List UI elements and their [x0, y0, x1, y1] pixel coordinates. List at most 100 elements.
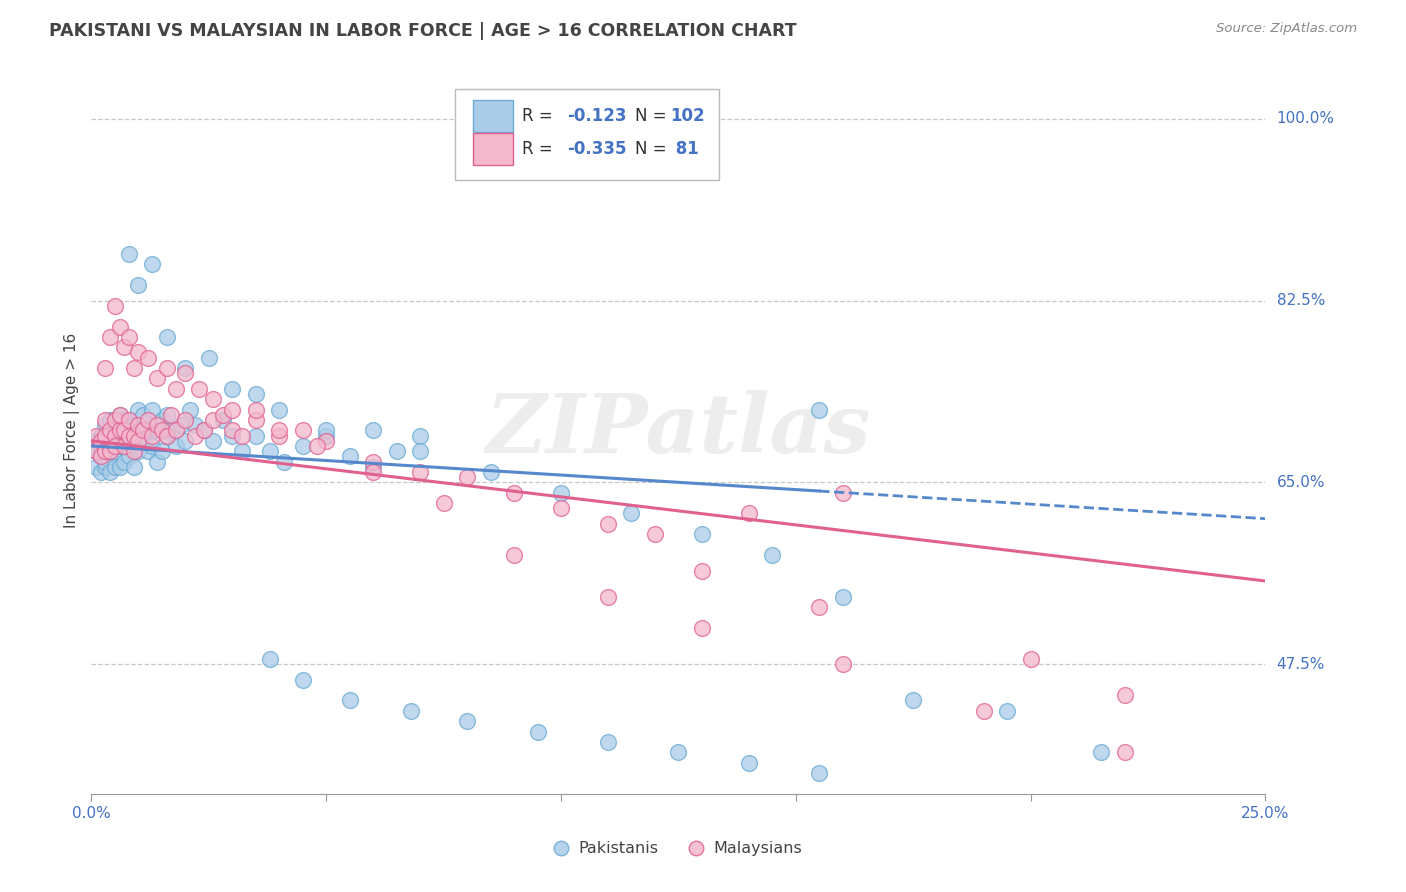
- Point: [666, 745, 689, 759]
- Point: [174, 366, 197, 380]
- Point: [221, 402, 243, 417]
- Point: [127, 402, 149, 417]
- Point: [94, 361, 117, 376]
- Text: 81: 81: [671, 140, 699, 158]
- Point: [409, 465, 432, 479]
- Point: [174, 361, 197, 376]
- Point: [150, 444, 173, 458]
- Point: [831, 657, 853, 671]
- Point: [231, 444, 253, 458]
- Point: [291, 673, 314, 687]
- Point: [90, 450, 112, 464]
- Point: [94, 418, 117, 433]
- Point: [108, 424, 131, 438]
- Point: [179, 402, 201, 417]
- Point: [245, 387, 267, 401]
- Point: [146, 418, 169, 433]
- Point: [122, 418, 145, 433]
- Point: [212, 413, 235, 427]
- Point: [831, 590, 853, 604]
- Point: [269, 402, 291, 417]
- Point: [193, 424, 215, 438]
- Point: [315, 428, 337, 442]
- Point: [94, 428, 117, 442]
- Point: [98, 424, 121, 438]
- Point: [122, 361, 145, 376]
- Point: [245, 428, 267, 442]
- Text: Pakistanis: Pakistanis: [579, 841, 658, 856]
- Point: [155, 428, 177, 442]
- Point: [221, 424, 243, 438]
- Point: [160, 408, 183, 422]
- Point: [432, 496, 454, 510]
- Point: [155, 428, 177, 442]
- Point: [165, 382, 187, 396]
- Point: [385, 444, 408, 458]
- Point: [127, 444, 149, 458]
- Point: [141, 439, 163, 453]
- Point: [596, 516, 619, 531]
- Point: [122, 439, 145, 453]
- Point: [94, 454, 117, 468]
- Point: [104, 428, 127, 442]
- Point: [127, 278, 149, 293]
- Point: [122, 459, 145, 474]
- Point: [197, 351, 219, 365]
- Point: [690, 564, 713, 578]
- Point: [183, 418, 205, 433]
- Point: [155, 408, 177, 422]
- Point: [98, 424, 121, 438]
- Point: [202, 413, 225, 427]
- Point: [644, 527, 666, 541]
- Point: [808, 402, 831, 417]
- Point: [361, 459, 384, 474]
- Point: [112, 454, 135, 468]
- Point: [112, 439, 135, 453]
- Point: [136, 351, 159, 365]
- Point: [104, 299, 127, 313]
- Point: [193, 424, 215, 438]
- Point: [221, 428, 243, 442]
- Point: [112, 340, 135, 354]
- Point: [339, 450, 361, 464]
- Point: [690, 621, 713, 635]
- Point: [108, 459, 131, 474]
- Point: [94, 444, 117, 458]
- Point: [104, 444, 127, 458]
- Point: [104, 459, 127, 474]
- Point: [526, 724, 548, 739]
- Point: [108, 408, 131, 422]
- Point: [141, 428, 163, 442]
- Point: [104, 434, 127, 448]
- Text: R =: R =: [522, 107, 553, 126]
- Point: [1114, 745, 1136, 759]
- Point: [112, 439, 135, 453]
- Point: [90, 465, 112, 479]
- Point: [146, 371, 169, 385]
- Point: [183, 428, 205, 442]
- Point: [174, 413, 197, 427]
- Point: [315, 434, 337, 448]
- Point: [98, 413, 121, 427]
- Point: [118, 428, 141, 442]
- Point: [245, 402, 267, 417]
- Point: [620, 507, 643, 521]
- Point: [108, 439, 131, 453]
- Point: [155, 330, 177, 344]
- FancyBboxPatch shape: [472, 100, 513, 132]
- Point: [118, 413, 141, 427]
- Point: [245, 413, 267, 427]
- Text: R =: R =: [522, 140, 553, 158]
- Point: [122, 428, 145, 442]
- Point: [90, 434, 112, 448]
- Point: [108, 408, 131, 422]
- Point: [188, 382, 211, 396]
- Point: [973, 704, 995, 718]
- Point: [118, 450, 141, 464]
- Point: [118, 413, 141, 427]
- Point: [136, 444, 159, 458]
- Text: 102: 102: [671, 107, 704, 126]
- Point: [399, 704, 422, 718]
- Point: [146, 454, 169, 468]
- Point: [127, 345, 149, 359]
